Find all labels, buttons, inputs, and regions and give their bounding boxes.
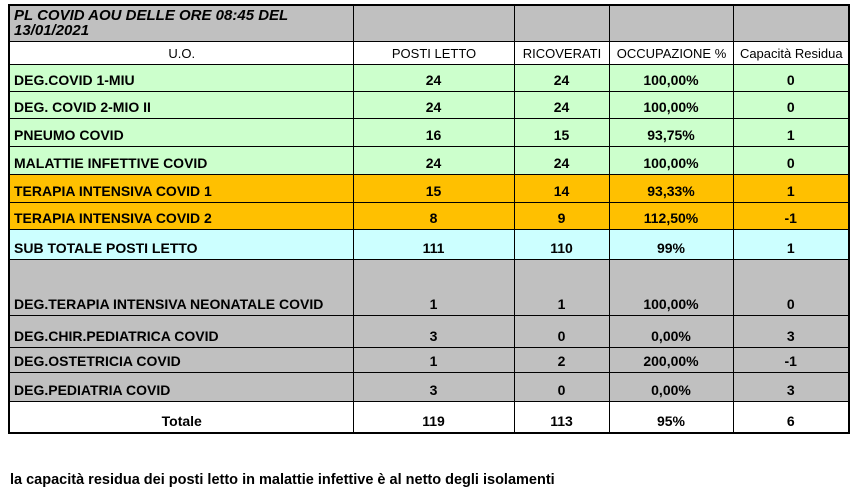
occupazione-cell: 95% xyxy=(608,401,734,433)
uo-cell: DEG.PEDIATRIA COVID xyxy=(8,372,354,402)
ricoverati-cell: 15 xyxy=(513,118,610,147)
table-row: DEG.CHIR.PEDIATRICA COVID 3 0 0,00% 3 xyxy=(8,315,850,348)
total-row: Totale 119 113 95% 6 xyxy=(8,401,850,433)
ricoverati-cell: 2 xyxy=(513,347,610,373)
capacita-residua-cell: 0 xyxy=(732,91,850,119)
occupazione-cell: 100,00% xyxy=(608,146,734,175)
occupazione-cell: 0,00% xyxy=(608,315,734,348)
occupazione-cell: 99% xyxy=(608,229,734,260)
capacita-residua-cell: 3 xyxy=(732,315,850,348)
table-row: DEG. COVID 2-MIO II 24 24 100,00% 0 xyxy=(8,91,850,119)
posti-letto-cell: 8 xyxy=(352,202,515,230)
capacita-residua-cell: 6 xyxy=(732,401,850,433)
capacita-residua-cell: 0 xyxy=(732,64,850,92)
footer-note: la capacità residua dei posti letto in m… xyxy=(10,472,555,488)
column-header-occupazione: OCCUPAZIONE % xyxy=(608,41,734,65)
posti-letto-cell: 1 xyxy=(352,347,515,373)
title-row: PL COVID AOU DELLE ORE 08:45 DEL 13/01/2… xyxy=(8,4,850,42)
capacita-residua-cell: -1 xyxy=(732,347,850,373)
uo-cell: Totale xyxy=(8,401,354,433)
ricoverati-cell: 113 xyxy=(513,401,610,433)
uo-cell: MALATTIE INFETTIVE COVID xyxy=(8,146,354,175)
occupazione-cell: 100,00% xyxy=(608,259,734,316)
table-row: DEG.TERAPIA INTENSIVA NEONATALE COVID 1 … xyxy=(8,259,850,316)
empty-cell xyxy=(513,4,610,42)
posti-letto-cell: 1 xyxy=(352,259,515,316)
column-header-uo: U.O. xyxy=(8,41,354,65)
ricoverati-cell: 110 xyxy=(513,229,610,260)
report-title: PL COVID AOU DELLE ORE 08:45 DEL 13/01/2… xyxy=(8,4,354,42)
table-row: DEG.OSTETRICIA COVID 1 2 200,00% -1 xyxy=(8,347,850,373)
occupazione-cell: 93,75% xyxy=(608,118,734,147)
header-row: U.O. POSTI LETTO RICOVERATI OCCUPAZIONE … xyxy=(8,41,850,65)
posti-letto-cell: 24 xyxy=(352,91,515,119)
posti-letto-cell: 3 xyxy=(352,315,515,348)
occupazione-cell: 112,50% xyxy=(608,202,734,230)
occupazione-cell: 100,00% xyxy=(608,64,734,92)
uo-cell: DEG.TERAPIA INTENSIVA NEONATALE COVID xyxy=(8,259,354,316)
posti-letto-cell: 24 xyxy=(352,64,515,92)
empty-cell xyxy=(732,4,850,42)
uo-cell: TERAPIA INTENSIVA COVID 1 xyxy=(8,174,354,203)
table-row: PNEUMO COVID 16 15 93,75% 1 xyxy=(8,118,850,147)
report-sheet: PL COVID AOU DELLE ORE 08:45 DEL 13/01/2… xyxy=(8,4,850,434)
ricoverati-cell: 0 xyxy=(513,372,610,402)
occupazione-cell: 93,33% xyxy=(608,174,734,203)
occupazione-cell: 200,00% xyxy=(608,347,734,373)
uo-cell: DEG.OSTETRICIA COVID xyxy=(8,347,354,373)
capacita-residua-cell: 0 xyxy=(732,146,850,175)
empty-cell xyxy=(608,4,734,42)
column-header-posti-letto: POSTI LETTO xyxy=(352,41,515,65)
occupazione-cell: 0,00% xyxy=(608,372,734,402)
ricoverati-cell: 14 xyxy=(513,174,610,203)
ricoverati-cell: 9 xyxy=(513,202,610,230)
uo-cell: DEG.CHIR.PEDIATRICA COVID xyxy=(8,315,354,348)
ricoverati-cell: 24 xyxy=(513,91,610,119)
capacita-residua-cell: 0 xyxy=(732,259,850,316)
capacita-residua-cell: 3 xyxy=(732,372,850,402)
posti-letto-cell: 111 xyxy=(352,229,515,260)
uo-cell: TERAPIA INTENSIVA COVID 2 xyxy=(8,202,354,230)
capacita-residua-cell: 1 xyxy=(732,118,850,147)
posti-letto-cell: 119 xyxy=(352,401,515,433)
empty-cell xyxy=(352,4,515,42)
column-header-capacita-residua: Capacità Residua xyxy=(732,41,850,65)
capacita-residua-cell: 1 xyxy=(732,174,850,203)
table-row: DEG.PEDIATRIA COVID 3 0 0,00% 3 xyxy=(8,372,850,402)
table-row: MALATTIE INFETTIVE COVID 24 24 100,00% 0 xyxy=(8,146,850,175)
column-header-ricoverati: RICOVERATI xyxy=(513,41,610,65)
covid-beds-table: PL COVID AOU DELLE ORE 08:45 DEL 13/01/2… xyxy=(8,4,850,434)
subtotal-row: SUB TOTALE POSTI LETTO 111 110 99% 1 xyxy=(8,229,850,260)
uo-cell: PNEUMO COVID xyxy=(8,118,354,147)
uo-cell: DEG.COVID 1-MIU xyxy=(8,64,354,92)
uo-cell: SUB TOTALE POSTI LETTO xyxy=(8,229,354,260)
ricoverati-cell: 0 xyxy=(513,315,610,348)
posti-letto-cell: 3 xyxy=(352,372,515,402)
ricoverati-cell: 1 xyxy=(513,259,610,316)
capacita-residua-cell: -1 xyxy=(732,202,850,230)
posti-letto-cell: 15 xyxy=(352,174,515,203)
table-row: DEG.COVID 1-MIU 24 24 100,00% 0 xyxy=(8,64,850,92)
table-row: TERAPIA INTENSIVA COVID 1 15 14 93,33% 1 xyxy=(8,174,850,203)
posti-letto-cell: 24 xyxy=(352,146,515,175)
ricoverati-cell: 24 xyxy=(513,146,610,175)
ricoverati-cell: 24 xyxy=(513,64,610,92)
uo-cell: DEG. COVID 2-MIO II xyxy=(8,91,354,119)
table-row: TERAPIA INTENSIVA COVID 2 8 9 112,50% -1 xyxy=(8,202,850,230)
posti-letto-cell: 16 xyxy=(352,118,515,147)
capacita-residua-cell: 1 xyxy=(732,229,850,260)
occupazione-cell: 100,00% xyxy=(608,91,734,119)
